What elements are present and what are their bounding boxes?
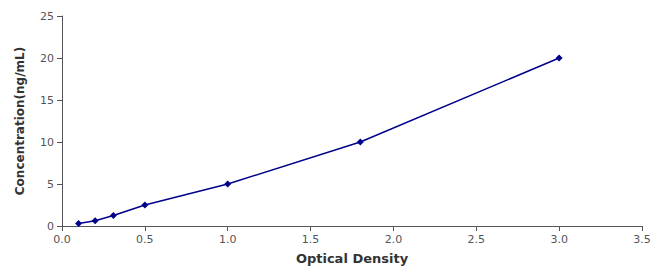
- svg-text:20: 20: [40, 52, 54, 65]
- svg-text:Optical Density: Optical Density: [296, 251, 409, 266]
- svg-text:3.5: 3.5: [633, 233, 651, 246]
- svg-text:0: 0: [47, 220, 54, 233]
- svg-text:1.0: 1.0: [219, 233, 237, 246]
- svg-text:15: 15: [40, 94, 54, 107]
- svg-text:25: 25: [40, 10, 54, 23]
- svg-text:0.0: 0.0: [53, 233, 71, 246]
- svg-text:3.0: 3.0: [550, 233, 568, 246]
- svg-text:2.5: 2.5: [468, 233, 486, 246]
- svg-text:Concentration(ng/mL): Concentration(ng/mL): [13, 47, 27, 195]
- svg-text:0.5: 0.5: [136, 233, 154, 246]
- svg-text:1.5: 1.5: [302, 233, 320, 246]
- svg-text:10: 10: [40, 136, 54, 149]
- svg-text:5: 5: [47, 178, 54, 191]
- svg-text:2.0: 2.0: [385, 233, 403, 246]
